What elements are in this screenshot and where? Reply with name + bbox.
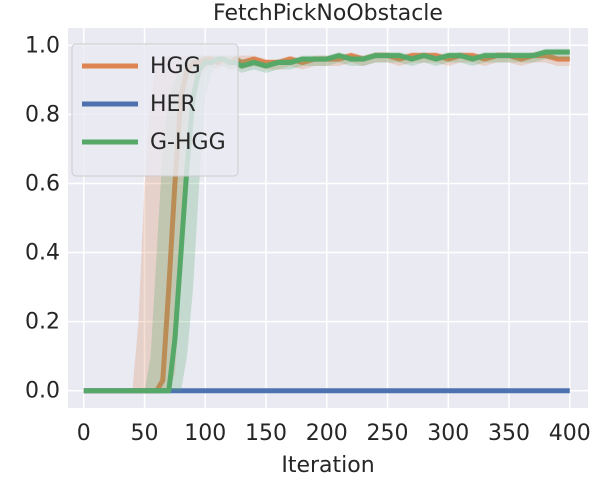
- x-tick-label: 200: [306, 421, 348, 446]
- y-tick-label: 0.2: [25, 310, 60, 335]
- y-tick-label: 0.4: [25, 241, 60, 266]
- legend: HGG HER G-HGG: [71, 43, 239, 177]
- x-tick-label: 350: [488, 421, 530, 446]
- x-tick-label: 400: [549, 421, 591, 446]
- plot-marks: [83, 48, 570, 394]
- x-tick-label: 150: [245, 421, 287, 446]
- y-tick-label: 0.6: [25, 171, 60, 196]
- x-tick-label: 250: [367, 421, 409, 446]
- legend-label: HGG: [150, 54, 201, 79]
- legend-label: HER: [150, 92, 196, 117]
- y-tick-label: 0.0: [25, 379, 60, 404]
- legend-label: G-HGG: [150, 130, 226, 155]
- y-tick-label: 1.0: [25, 33, 60, 58]
- x-axis-label: Iteration: [281, 453, 374, 478]
- x-tick-label: 0: [77, 421, 91, 446]
- series-line: [83, 49, 570, 394]
- x-tick-label: 300: [427, 421, 469, 446]
- chart-title: FetchPickNoObstacle: [213, 1, 443, 26]
- x-tick-label: 100: [184, 421, 226, 446]
- y-tick-label: 0.8: [25, 102, 60, 127]
- x-tick-label: 50: [131, 421, 159, 446]
